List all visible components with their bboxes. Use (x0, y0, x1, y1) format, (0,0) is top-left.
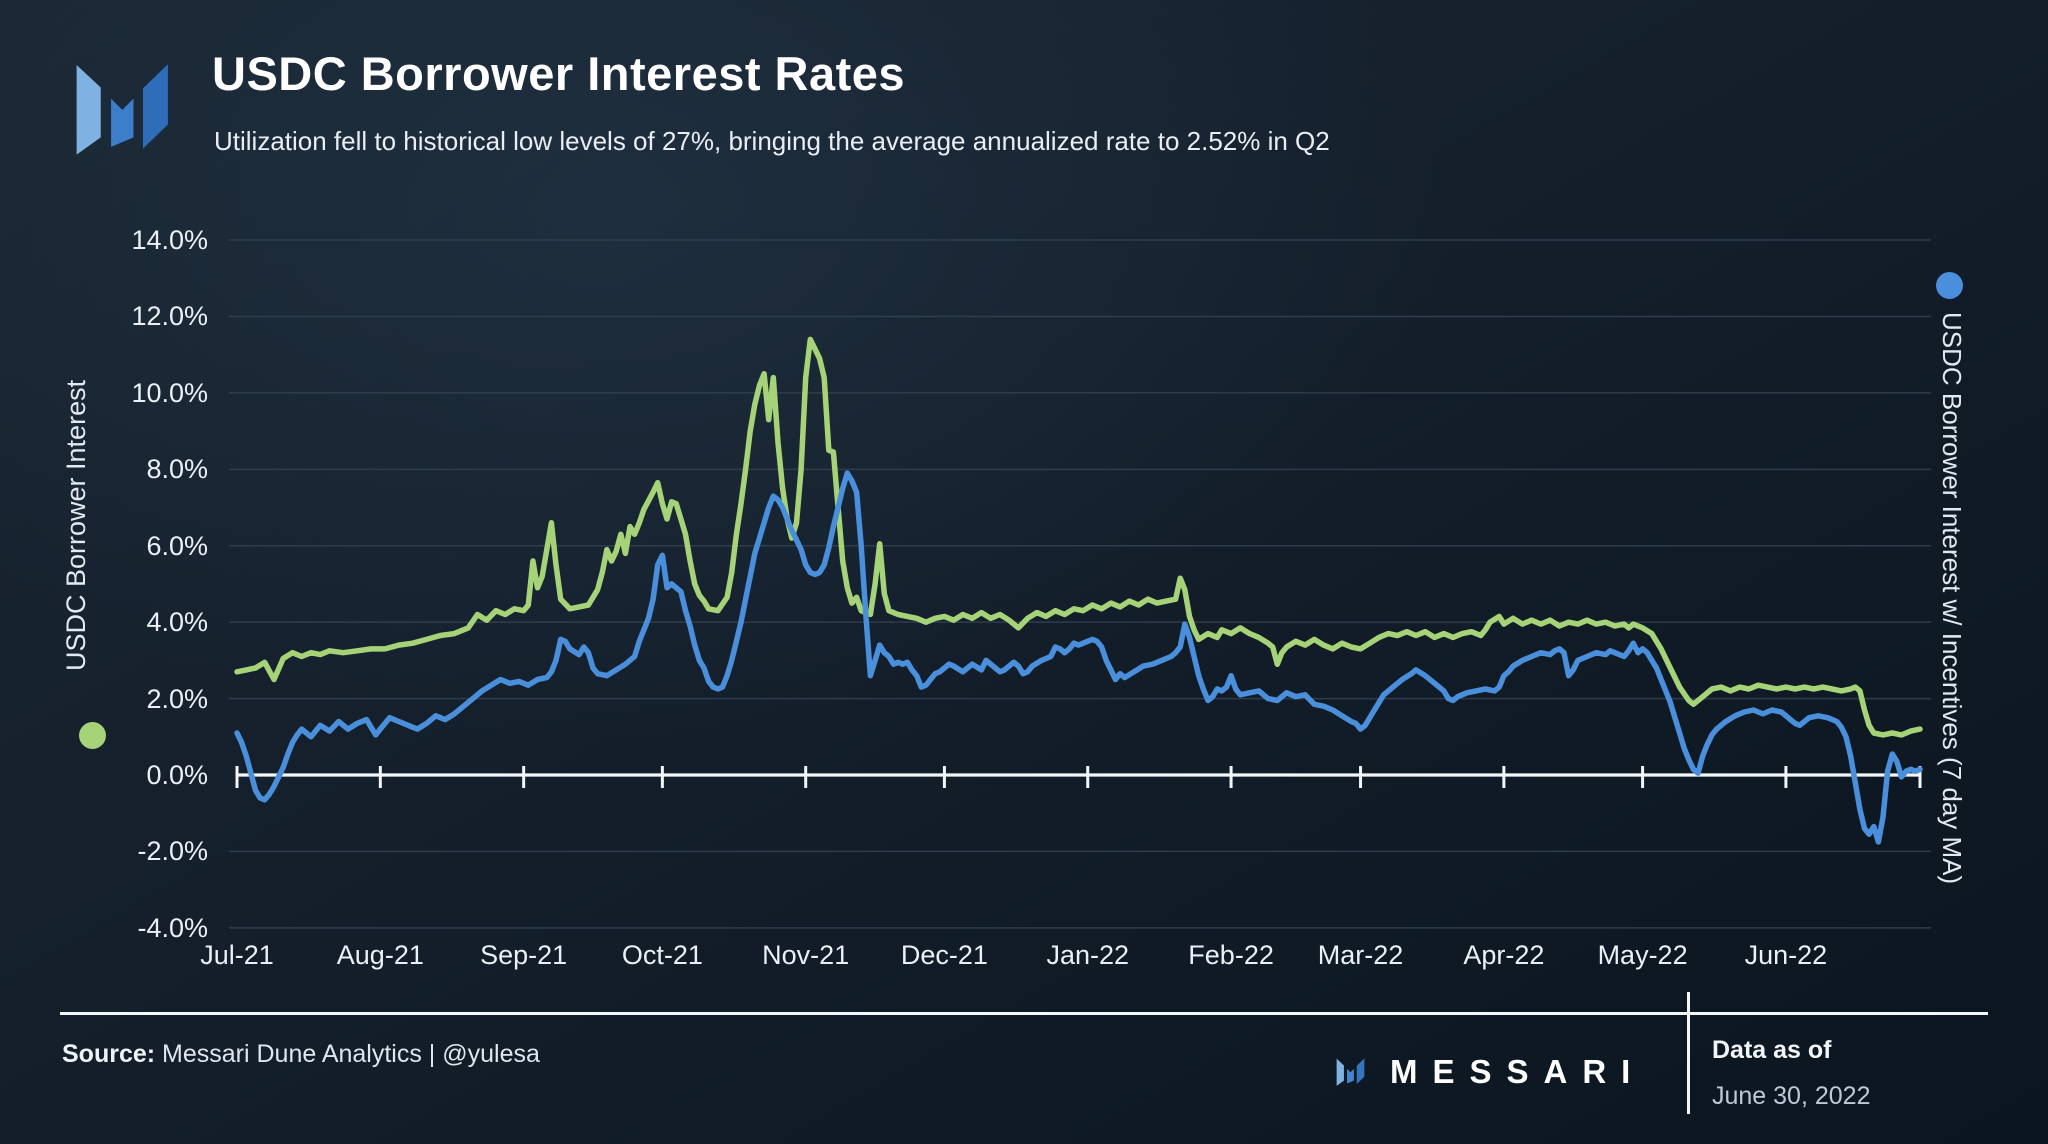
x-tick-label: Sep-21 (480, 940, 568, 970)
series-line-1 (234, 470, 1923, 845)
blue-series-legend-dot (1936, 272, 1963, 299)
y-tick-label: 4.0% (146, 607, 208, 638)
page-subtitle: Utilization fell to historical low level… (214, 126, 1330, 156)
gridlines (229, 239, 1931, 929)
page-title: USDC Borrower Interest Rates (212, 47, 906, 100)
x-tick-label: Jun-22 (1744, 940, 1828, 970)
green-series-legend-dot (79, 722, 106, 749)
x-tick-label: Mar-22 (1317, 940, 1404, 970)
x-tick-label: Jul-21 (200, 940, 274, 970)
source-label: Source: (62, 1040, 156, 1068)
messari-footer-brand: MESSARI (1334, 1050, 1645, 1094)
x-tick-label: Apr-22 (1463, 940, 1545, 970)
y-tick-label: 2.0% (146, 683, 208, 714)
x-tick-label: Dec-21 (900, 940, 988, 970)
right-axis-title: USDC Borrower Interest w/ Incentives (7 … (1937, 312, 1967, 885)
y-tick-label: 0.0% (146, 760, 208, 790)
x-tick-label: May-22 (1597, 940, 1688, 970)
zero-axis (235, 766, 1922, 788)
y-tick-label: -4.0% (137, 912, 208, 943)
x-tick-label: Feb-22 (1188, 940, 1274, 970)
y-tick-label: 8.0% (146, 454, 208, 485)
y-tick-label: -2.0% (137, 836, 208, 867)
series-lines (234, 336, 1923, 845)
messari-footer-logo-icon (1336, 1058, 1365, 1086)
data-as-of-label: Data as of (1712, 1036, 1832, 1064)
x-tick-label: Aug-21 (336, 940, 424, 970)
messari-wordmark: MESSARI (1390, 1053, 1646, 1090)
y-tick-label: 12.0% (131, 301, 208, 332)
y-tick-label: 6.0% (146, 530, 208, 561)
x-tick-label: Oct-21 (621, 940, 703, 970)
footer-vertical-divider (1687, 992, 1690, 1114)
x-tick-label: Jan-22 (1046, 940, 1130, 970)
source-value: Messari Dune Analytics | @yulesa (155, 1040, 540, 1068)
series-line-0 (234, 336, 1923, 738)
y-tick-label: 14.0% (131, 225, 208, 256)
data-as-of-date: June 30, 2022 (1712, 1082, 1871, 1110)
y-tick-label: 10.0% (131, 377, 208, 408)
source-text: Source: Messari Dune Analytics | @yulesa (62, 1040, 540, 1069)
x-tick-label: Nov-21 (762, 940, 850, 970)
messari-logo-icon (76, 64, 168, 155)
footer-divider-line (60, 1012, 1988, 1015)
line-chart-plot (229, 239, 1931, 929)
